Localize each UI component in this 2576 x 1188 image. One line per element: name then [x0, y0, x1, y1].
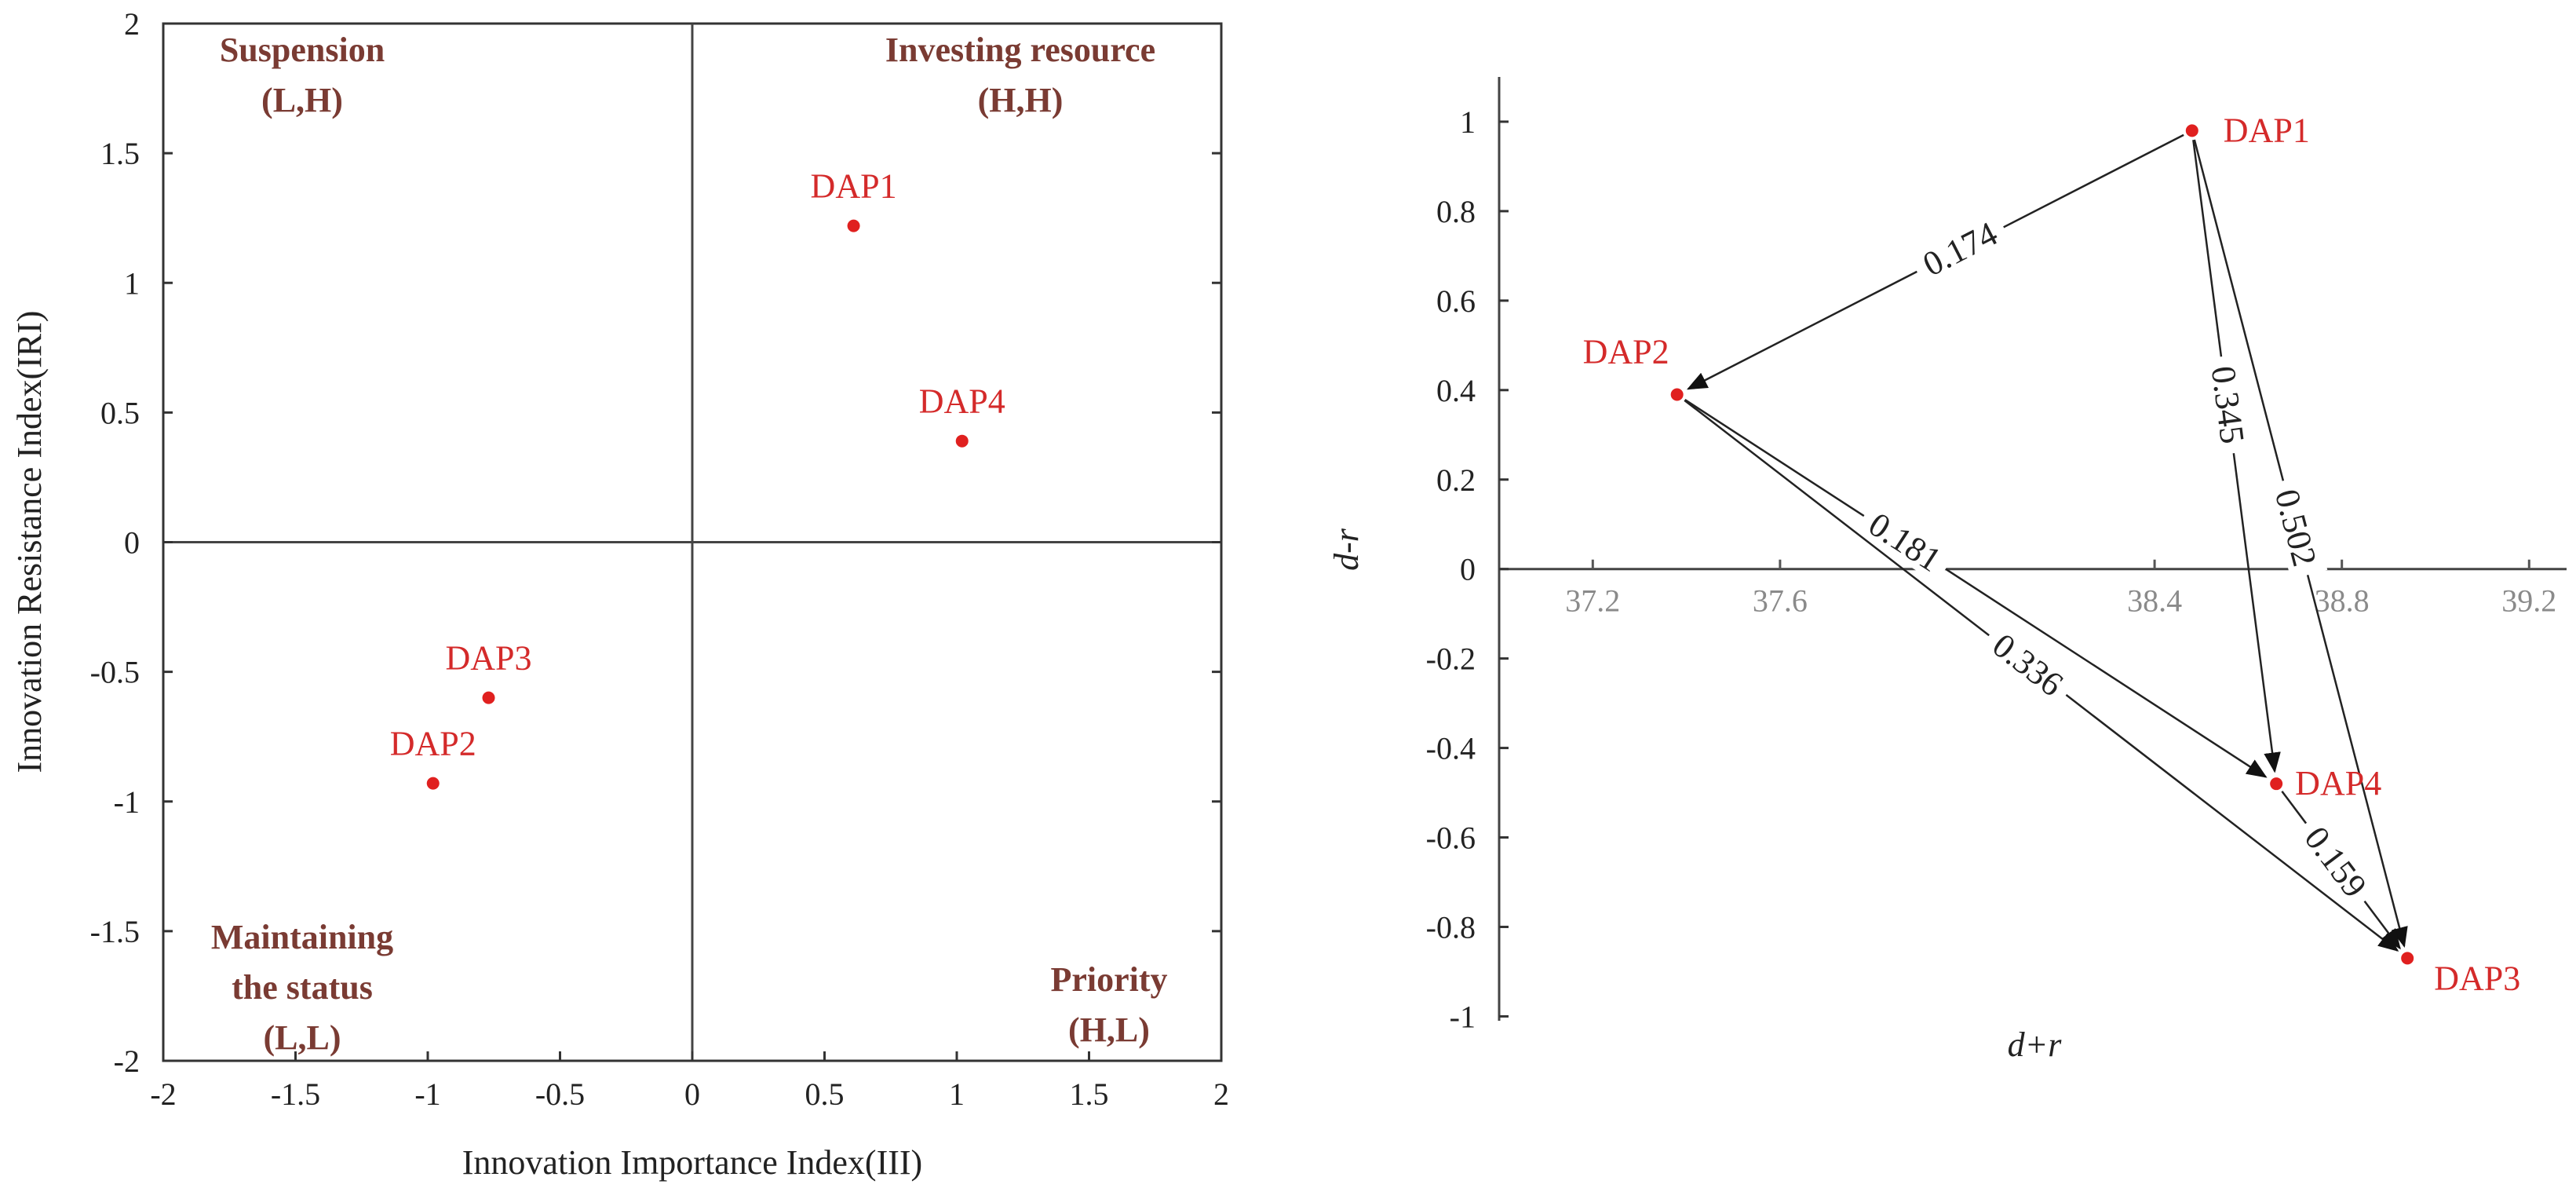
- y-tick-label: -0.5: [90, 655, 140, 690]
- point-dap4: [955, 434, 969, 448]
- y-tick-label: 0.6: [1436, 283, 1476, 319]
- network-chart: 10.80.60.40.20-0.2-0.4-0.6-0.8-1 37.2 37.…: [1327, 77, 2567, 1064]
- y-tick-label: -1: [114, 784, 140, 820]
- point-label-dap2: DAP2: [390, 725, 476, 763]
- x-tick-label: 1.5: [1070, 1077, 1109, 1112]
- quadrant-label-maintaining-line1: Maintaining: [211, 918, 393, 956]
- y-tick-label: 0.2: [1436, 462, 1476, 498]
- x-tick-label: 37.2: [1565, 583, 1620, 619]
- x-tick-label: 1: [949, 1077, 965, 1112]
- point-dap3: [482, 691, 495, 704]
- x-tick-label: 39.2: [2501, 583, 2556, 619]
- x-tick-group: 37.2 37.6 38.4 38.8 39.2: [1565, 559, 2556, 619]
- quadrant-code-suspension: (L,H): [261, 81, 343, 119]
- point-label-dap4: DAP4: [2295, 764, 2381, 802]
- y-tick-label: 1: [124, 265, 140, 301]
- edge-dap1-dap4: [2192, 140, 2281, 773]
- edge-weight-label: 0.345: [2204, 364, 2252, 445]
- x-tick-group: -2 -1.5 -1 -0.5 0 0.5 1 1.5 2: [150, 1051, 1229, 1112]
- point-label-dap2: DAP2: [1583, 333, 1669, 371]
- point-dap3: [2401, 952, 2414, 965]
- edge-label-bg: [2266, 475, 2328, 579]
- edge-label-bg: [1907, 209, 2012, 287]
- quadrant-code-priority: (H,L): [1068, 1011, 1150, 1049]
- y-tick-label: 0.4: [1436, 373, 1476, 408]
- x-tick-label: -0.5: [535, 1077, 585, 1112]
- point-group: DAP1 DAP4 DAP3 DAP2: [390, 167, 1005, 790]
- point-label-dap1: DAP1: [2224, 111, 2310, 149]
- y-tick-label: 0.5: [100, 395, 140, 430]
- y-tick-label: 0.8: [1436, 194, 1476, 229]
- y-tick-label: -1.5: [90, 914, 140, 949]
- y-tick-label: 0: [1460, 552, 1476, 587]
- y-tick-label: 1.5: [100, 136, 140, 171]
- point-label-dap4: DAP4: [919, 382, 1005, 421]
- x-tick-label: 0: [684, 1077, 700, 1112]
- x-tick-label: -1: [414, 1077, 440, 1112]
- point-label-dap3: DAP3: [445, 639, 531, 678]
- y-tick-group: 1 0.8 0.6 0.4 0.2 0 -0.2 -0.4 -0.6 -0.8 -1: [1426, 104, 1509, 1034]
- edge-dap2-dap4: [1684, 398, 2268, 778]
- point-dap2: [426, 777, 440, 790]
- edge-label-bg: [1978, 619, 2079, 709]
- edge-label-bg: [2292, 810, 2381, 912]
- point-dap4: [2270, 777, 2283, 791]
- point-label-dap1: DAP1: [811, 167, 897, 206]
- quadrant-code-investing-resource: (H,H): [978, 81, 1064, 119]
- point-dap1: [847, 219, 860, 232]
- point-label-dap3: DAP3: [2434, 959, 2520, 997]
- y-tick-label: -0.2: [1426, 642, 1476, 677]
- edge-weight-label: 0.174: [1917, 214, 2003, 284]
- y-axis-title: d-r: [1327, 528, 1366, 571]
- point-dap1: [2185, 124, 2198, 137]
- y-tick-label: 1: [1460, 104, 1476, 140]
- quadrant-code-maintaining: (L,L): [264, 1018, 341, 1057]
- quadrant-label-suspension: Suspension: [220, 31, 385, 69]
- x-axis-title: d+r: [2008, 1025, 2063, 1064]
- x-tick-label: 37.6: [1753, 583, 1808, 619]
- point-group: DAP1 DAP2 DAP4 DAP3: [1583, 111, 2521, 997]
- quadrant-label-investing-resource: Investing resource: [885, 31, 1155, 69]
- y-tick-label: -2: [114, 1044, 140, 1079]
- y-tick-label: -0.4: [1426, 731, 1476, 766]
- y-axis-title: Innovation Resistance Index(IRI): [10, 311, 49, 773]
- x-tick-label: 2: [1213, 1077, 1229, 1112]
- quadrant-chart: -2 -1.5 -1 -0.5 0 0.5 1 1.5 2 2 1.5 1 0.5 0 -0.5 -1 -1.…: [10, 6, 1229, 1182]
- x-tick-label: 38.4: [2127, 583, 2182, 619]
- y-tick-label: -0.8: [1426, 909, 1476, 945]
- x-tick-label: 0.5: [805, 1077, 845, 1112]
- x-tick-label: -1.5: [271, 1077, 320, 1112]
- y-tick-label: -1: [1450, 999, 1476, 1034]
- quadrant-label-priority: Priority: [1050, 960, 1167, 999]
- quadrant-label-maintaining-line2: the status: [232, 968, 373, 1007]
- edge-label-bg: [1854, 499, 1957, 584]
- edge-label-bg: [2204, 353, 2254, 456]
- edge-weight-label: 0.502: [2268, 485, 2324, 570]
- x-tick-label: -2: [150, 1077, 176, 1112]
- y-tick-label: 2: [124, 6, 140, 42]
- point-dap2: [1670, 388, 1684, 401]
- y-tick-group: 2 1.5 1 0.5 0 -0.5 -1 -1.5 -2: [90, 6, 1221, 1079]
- x-axis-title: Innovation Importance Index(III): [462, 1143, 922, 1182]
- x-tick-label: 38.8: [2315, 583, 2370, 619]
- y-tick-label: -0.6: [1426, 821, 1476, 856]
- y-tick-label: 0: [124, 525, 140, 561]
